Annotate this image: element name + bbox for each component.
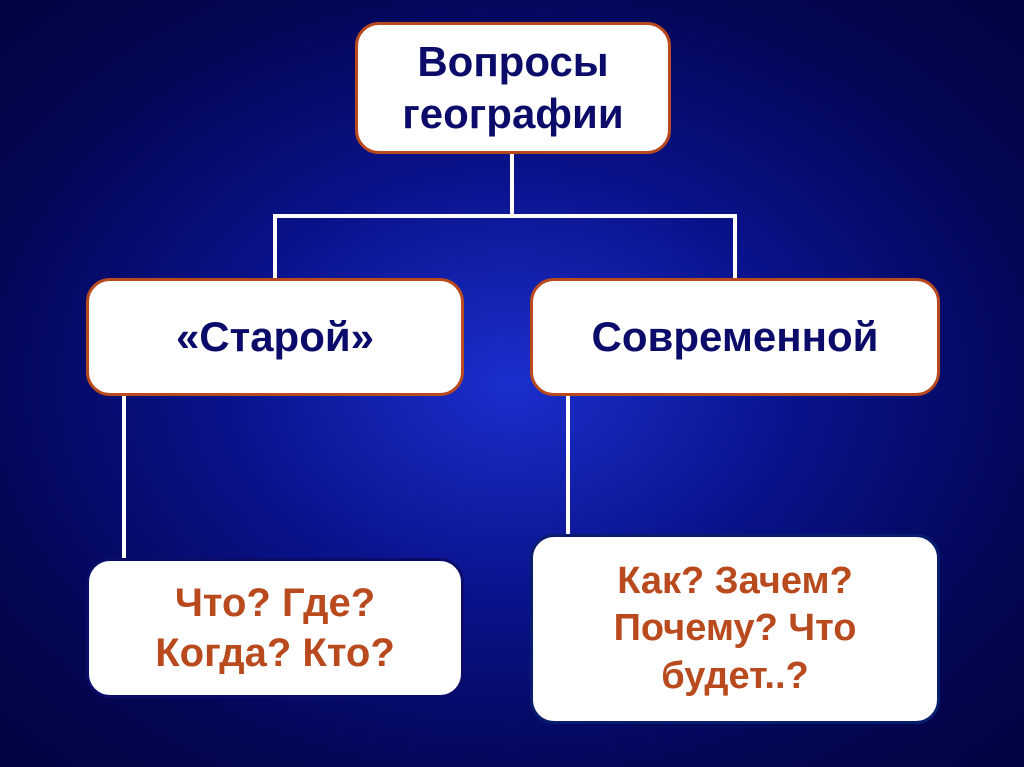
- left-leaf-text: Что? Где? Когда? Кто?: [113, 578, 437, 678]
- right-mid-node: Современной: [530, 278, 940, 396]
- left-leaf-node: Что? Где? Когда? Кто?: [86, 558, 464, 698]
- left-mid-text: «Старой»: [176, 311, 374, 364]
- root-node: Вопросы географии: [355, 22, 671, 154]
- right-mid-text: Современной: [592, 311, 879, 364]
- right-leaf-node: Как? Зачем? Почему? Что будет..?: [530, 534, 940, 724]
- root-text: Вопросы географии: [382, 36, 644, 141]
- right-leaf-text: Как? Зачем? Почему? Что будет..?: [557, 558, 913, 701]
- left-mid-node: «Старой»: [86, 278, 464, 396]
